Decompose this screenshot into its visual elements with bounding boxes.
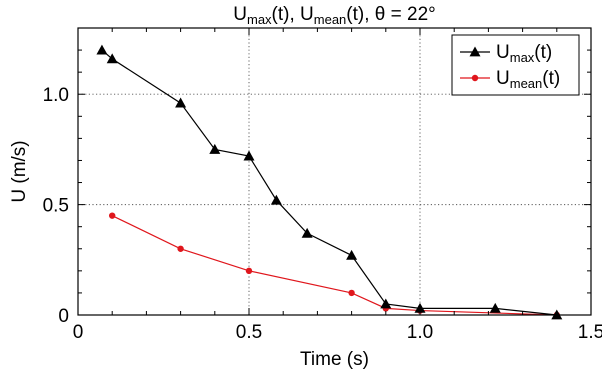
grid-layer xyxy=(78,28,591,315)
data-point-triangle xyxy=(489,302,501,313)
ticks-layer xyxy=(77,27,592,316)
data-point-triangle xyxy=(209,143,221,154)
data-point-circle xyxy=(471,74,479,82)
legend-label: Umean(t) xyxy=(496,68,560,91)
x-tick-label: 1.0 xyxy=(407,322,433,343)
y-tick-label: 0.5 xyxy=(43,196,69,217)
x-tick-label: 0.5 xyxy=(236,322,262,343)
data-point-triangle xyxy=(301,227,313,238)
data-point-triangle xyxy=(414,302,426,313)
data-point-triangle xyxy=(469,46,481,57)
data-point-triangle xyxy=(243,150,255,161)
data-point-triangle xyxy=(96,44,108,55)
data-point-circle xyxy=(177,245,184,252)
data-point-triangle xyxy=(175,97,187,108)
data-point-circle xyxy=(348,289,355,297)
series-group xyxy=(109,212,560,319)
data-point-circle xyxy=(245,267,253,275)
y-tick-label: 0 xyxy=(58,306,69,327)
data-point-triangle xyxy=(106,53,118,64)
y-tick-label: 1.0 xyxy=(43,85,69,106)
data-point-circle xyxy=(109,212,116,219)
x-tick-label: 0 xyxy=(73,322,84,343)
series-line xyxy=(101,49,557,316)
plot-frame xyxy=(77,27,592,316)
legend-box xyxy=(451,34,580,96)
data-point-triangle xyxy=(270,194,282,205)
x-axis-title: Time (s) xyxy=(300,349,369,370)
legend: Umax(t) Umean(t) xyxy=(451,34,580,96)
chart-title: Umax(t), Umean(t), θ = 22° xyxy=(233,4,436,27)
data-point-triangle xyxy=(346,249,358,260)
x-tick-label: 1.5 xyxy=(578,322,602,343)
data-point-triangle xyxy=(380,298,392,309)
series-line xyxy=(111,215,557,316)
y-axis-title: U (m/s) xyxy=(9,140,30,202)
labels-layer: 0 0.5 1.0 1.5 0 0.5 1.0 xyxy=(43,85,602,343)
legend-label: Umax(t) xyxy=(496,42,552,65)
